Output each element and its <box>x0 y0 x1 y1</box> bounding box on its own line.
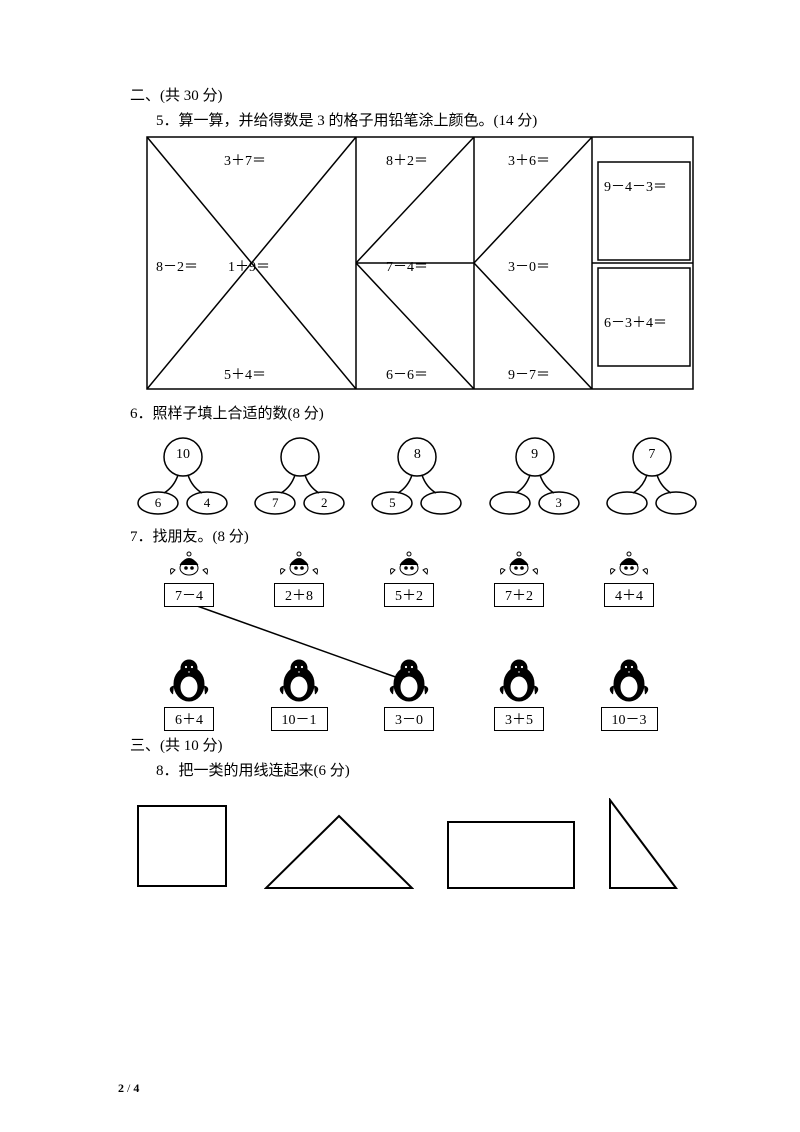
page-total: 4 <box>133 1081 139 1095</box>
q7-area: 7－4 2＋8 5＋2 7＋2 4＋4 <box>140 550 690 730</box>
q5-cell: 7－4＝ <box>386 256 428 276</box>
q5-cell: 9－7＝ <box>508 364 550 384</box>
shape-triangle-icon <box>264 814 414 890</box>
elf-item: 5＋2 <box>366 550 452 607</box>
bond-top: 7 <box>632 447 672 463</box>
penguin-icon <box>273 658 325 702</box>
worksheet-page: 二、(共 30 分) 5．算一算，并给得数是 3 的格子用铅笔涂上颜色。(14 … <box>0 0 800 1132</box>
penguin-item: 10－1 <box>256 658 342 731</box>
page-sep: / <box>124 1081 133 1095</box>
q5-cell: 5＋4＝ <box>224 364 266 384</box>
bond-right: 2 <box>309 495 339 511</box>
page-footer: 2 / 4 <box>118 1081 139 1096</box>
penguin-icon <box>383 658 435 702</box>
elf-item: 4＋4 <box>586 550 672 607</box>
expr-card: 7－4 <box>164 583 214 607</box>
elf-icon <box>163 550 215 578</box>
q5-cell: 8－2＝ <box>156 256 198 276</box>
number-bond: 8 5 <box>368 437 455 519</box>
expr-card: 3＋5 <box>494 707 544 731</box>
shape-right-triangle-icon <box>608 798 680 890</box>
elf-item: 7＋2 <box>476 550 562 607</box>
penguin-item: 6＋4 <box>146 658 232 731</box>
number-bond: 7 2 <box>251 437 338 519</box>
bond-left: 6 <box>143 495 173 511</box>
penguin-item: 3＋5 <box>476 658 562 731</box>
penguin-icon <box>163 658 215 702</box>
penguin-item: 10－3 <box>586 658 672 731</box>
penguin-icon <box>603 658 655 702</box>
q5-cell: 8＋2＝ <box>386 150 428 170</box>
number-bond: 10 6 4 <box>134 437 221 519</box>
bond-left: 5 <box>377 495 407 511</box>
elf-icon <box>493 550 545 578</box>
number-bond: 7 <box>603 437 690 519</box>
number-bond: 9 3 <box>486 437 573 519</box>
q5-cell: 1＋9＝ <box>228 256 270 276</box>
q7-prompt: 7．找朋友。(8 分) <box>130 525 690 546</box>
bond-top: 8 <box>397 447 437 463</box>
bond-top: 9 <box>515 447 555 463</box>
section-2-heading: 二、(共 30 分) <box>130 84 690 105</box>
q5-cell: 6－6＝ <box>386 364 428 384</box>
q5-cell: 3－0＝ <box>508 256 550 276</box>
q5-cell: 6－3＋4＝ <box>604 312 667 332</box>
expr-card: 10－1 <box>271 707 328 731</box>
shape-rectangle-icon <box>446 820 576 890</box>
elf-icon <box>383 550 435 578</box>
shape-square-icon <box>136 804 232 890</box>
elf-icon <box>603 550 655 578</box>
q5-cell: 3＋6＝ <box>508 150 550 170</box>
elf-icon <box>273 550 325 578</box>
q8-shapes <box>136 798 690 890</box>
bond-top: 10 <box>163 447 203 463</box>
penguin-icon <box>493 658 545 702</box>
expr-card: 4＋4 <box>604 583 654 607</box>
section-3-heading: 三、(共 10 分) <box>130 734 690 755</box>
expr-card: 2＋8 <box>274 583 324 607</box>
bond-right: 3 <box>544 495 574 511</box>
elf-item: 2＋8 <box>256 550 342 607</box>
q5-cell: 9－4－3＝ <box>604 176 667 196</box>
bond-right: 4 <box>192 495 222 511</box>
bond-left: 7 <box>260 495 290 511</box>
q6-prompt: 6．照样子填上合适的数(8 分) <box>130 402 690 423</box>
q5-cell: 3＋7＝ <box>224 150 266 170</box>
q6-row: 10 6 4 7 2 8 5 <box>134 437 690 519</box>
expr-card: 3－0 <box>384 707 434 731</box>
expr-card: 5＋2 <box>384 583 434 607</box>
elf-item: 7－4 <box>146 550 232 607</box>
expr-card: 6＋4 <box>164 707 214 731</box>
penguin-item: 3－0 <box>366 658 452 731</box>
q5-diagram: 3＋7＝ 8－2＝ 1＋9＝ 5＋4＝ 8＋2＝ 7－4＝ 6－6＝ 3＋6＝ … <box>146 136 694 390</box>
q5-prompt: 5．算一算，并给得数是 3 的格子用铅笔涂上颜色。(14 分) <box>156 109 690 130</box>
q8-prompt: 8．把一类的用线连起来(6 分) <box>156 759 690 780</box>
expr-card: 7＋2 <box>494 583 544 607</box>
expr-card: 10－3 <box>601 707 658 731</box>
